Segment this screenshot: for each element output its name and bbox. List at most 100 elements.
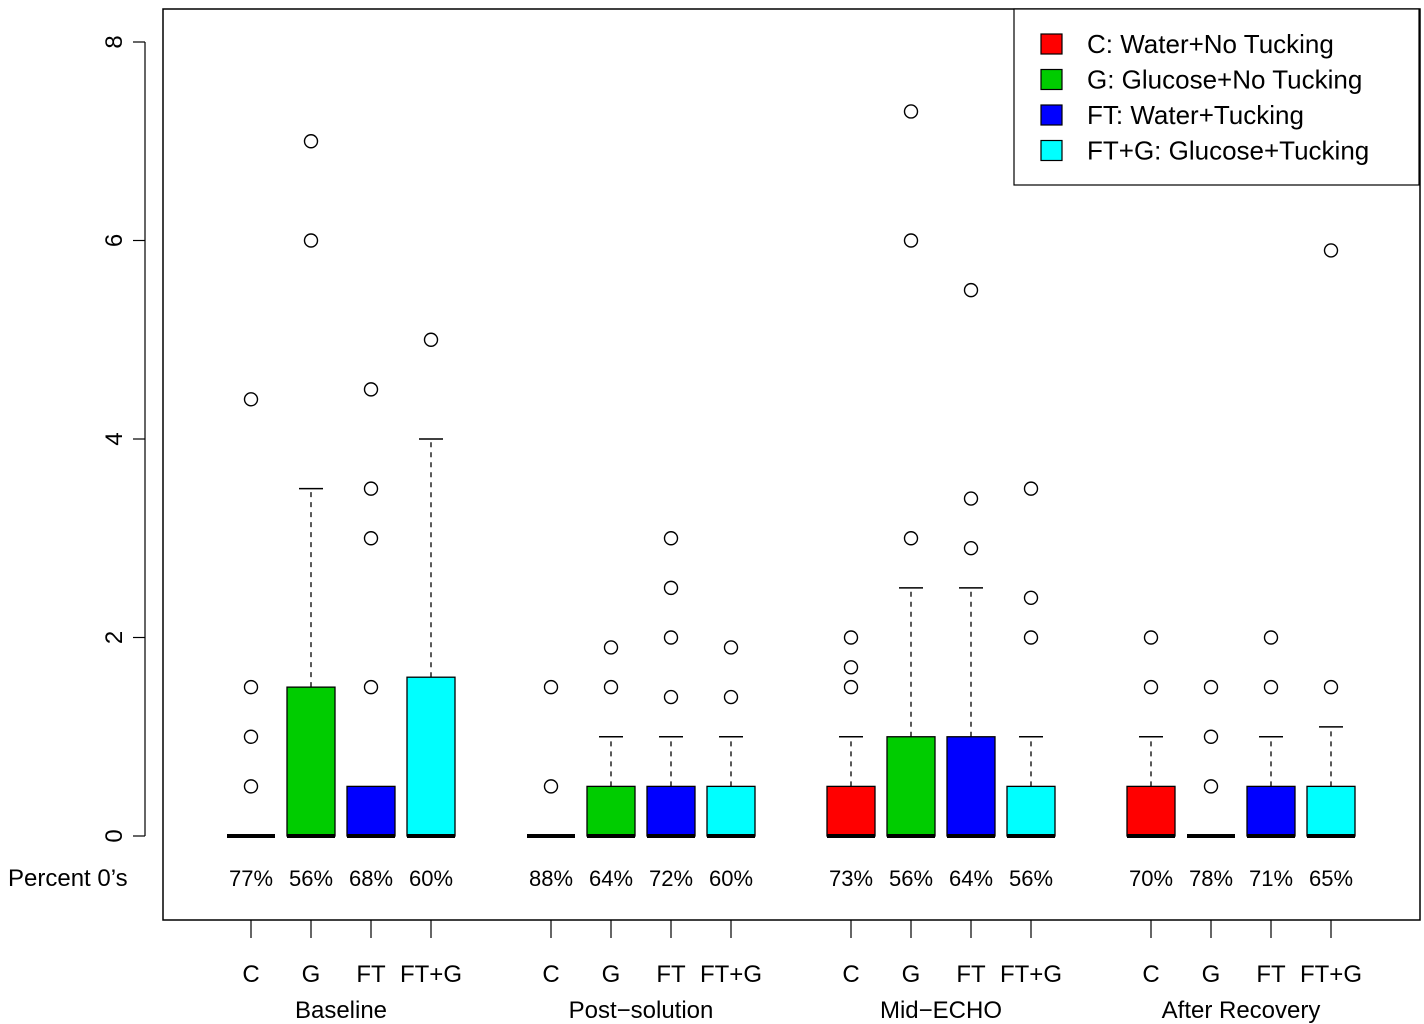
outlier-point <box>1203 779 1219 794</box>
outlier-point <box>963 282 979 298</box>
outlier-point <box>1143 630 1159 645</box>
y-tick-label: 0 <box>101 829 128 842</box>
box-mid-echo-ft-g: 56% <box>1006 481 1056 891</box>
box-post-solution-c: 88% <box>527 679 575 891</box>
y-tick-label: 6 <box>101 234 128 247</box>
legend-label-ft: FT: Water+Tucking <box>1087 100 1304 130</box>
box-mid-echo-c: 73% <box>826 630 876 891</box>
x-tick-label: G <box>1202 961 1221 988</box>
percent-zeros-value: 60% <box>709 866 753 891</box>
outlier-point <box>1263 630 1279 645</box>
percent-zeros-value: 78% <box>1189 866 1233 891</box>
box-post-solution-g: 64% <box>586 640 636 891</box>
box-body <box>586 785 636 837</box>
x-tick-label: G <box>302 961 321 988</box>
outlier-point <box>663 531 679 546</box>
box-body <box>346 785 396 837</box>
box-mid-echo-ft: 64% <box>946 282 996 891</box>
legend-swatch-ft <box>1040 104 1063 126</box>
x-tick-label: FT <box>956 961 986 988</box>
outlier-point <box>1203 729 1219 744</box>
box-body <box>1126 785 1176 837</box>
y-tick-label: 2 <box>101 631 128 644</box>
outlier-point <box>1263 679 1279 695</box>
outlier-point <box>1023 590 1039 605</box>
percent-zeros-value: 56% <box>889 866 933 891</box>
x-tick-label: C <box>1142 961 1159 988</box>
outlier-point <box>843 630 859 645</box>
box-after-recovery-ft: 71% <box>1246 630 1296 891</box>
outlier-point <box>243 729 259 744</box>
percent-zeros-value: 68% <box>349 866 393 891</box>
legend-frame <box>1013 8 1420 186</box>
box-post-solution-ft-g: 60% <box>706 640 756 891</box>
box-body <box>646 785 696 837</box>
outlier-point <box>603 679 619 695</box>
outlier-point <box>363 679 379 695</box>
box-body <box>1006 785 1056 837</box>
outlier-point <box>1323 243 1339 258</box>
outlier-point <box>303 233 319 248</box>
box-after-recovery-ft-g: 65% <box>1306 243 1356 891</box>
outlier-point <box>963 540 979 556</box>
x-tick-label: G <box>902 961 921 988</box>
group-label: Mid−ECHO <box>880 997 1002 1024</box>
percent-zeros-value: 88% <box>529 866 573 891</box>
box-mid-echo-g: 56% <box>886 104 936 891</box>
percent-zeros-row-label: Percent 0’s <box>8 865 128 892</box>
x-tick-label: FT <box>1256 961 1286 988</box>
box-body <box>826 785 876 837</box>
legend-label-g: G: Glucose+No Tucking <box>1087 65 1362 95</box>
percent-zeros-value: 77% <box>229 866 273 891</box>
outlier-point <box>1323 679 1339 695</box>
box-baseline-g: 56% <box>286 134 336 891</box>
outlier-point <box>963 491 979 506</box>
group-label: After Recovery <box>1162 997 1321 1024</box>
x-axis: C G FT FT+G Baseline C G FT FT+G Post−solution C G F… <box>242 920 1362 1024</box>
outlier-point <box>663 580 679 596</box>
box-baseline-ft-g: 60% <box>406 332 456 891</box>
y-tick-label: 4 <box>101 432 128 445</box>
box-body <box>286 686 336 837</box>
percent-zeros-value: 64% <box>949 866 993 891</box>
outlier-point <box>603 640 619 655</box>
box-baseline-c: 77% <box>227 392 275 891</box>
box-body <box>946 736 996 837</box>
plot-frame <box>162 8 1421 921</box>
percent-zeros-value: 71% <box>1249 866 1293 891</box>
legend-swatch-ft-g <box>1040 139 1063 162</box>
y-axis-ticks: 0 2 4 6 8 <box>101 35 145 843</box>
outlier-point <box>723 640 739 655</box>
outlier-point <box>723 689 739 705</box>
outlier-point <box>1143 679 1159 695</box>
legend-swatch-c <box>1040 33 1063 55</box>
percent-zeros-value: 64% <box>589 866 633 891</box>
legend: C: Water+No Tucking G: Glucose+No Tucking… <box>1013 8 1420 186</box>
x-tick-label: C <box>242 961 259 988</box>
outlier-point <box>903 531 919 546</box>
legend-label-ft-g: FT+G: Glucose+Tucking <box>1087 136 1369 166</box>
outlier-point <box>303 134 319 149</box>
x-tick-label: FT+G <box>1300 961 1362 988</box>
percent-zeros-value: 56% <box>1009 866 1053 891</box>
x-tick-label: FT+G <box>400 961 462 988</box>
box-body <box>1306 785 1356 837</box>
legend-swatch-g <box>1040 68 1063 91</box>
box-baseline-ft: 68% <box>346 382 396 891</box>
x-tick-label: FT <box>656 961 686 988</box>
outlier-point <box>423 332 439 347</box>
outlier-point <box>843 660 859 675</box>
percent-zeros-value: 73% <box>829 866 873 891</box>
box-body <box>1246 785 1296 837</box>
outlier-point <box>1023 481 1039 496</box>
percent-zeros-value: 56% <box>289 866 333 891</box>
outlier-point <box>243 779 259 794</box>
box-body <box>406 676 456 837</box>
legend-label-c: C: Water+No Tucking <box>1087 29 1334 59</box>
outlier-point <box>663 630 679 645</box>
outlier-point <box>1023 630 1039 645</box>
outlier-point <box>543 779 559 794</box>
outlier-point <box>543 679 559 695</box>
box-after-recovery-c: 70% <box>1126 630 1176 891</box>
x-tick-label: FT+G <box>1000 961 1062 988</box>
